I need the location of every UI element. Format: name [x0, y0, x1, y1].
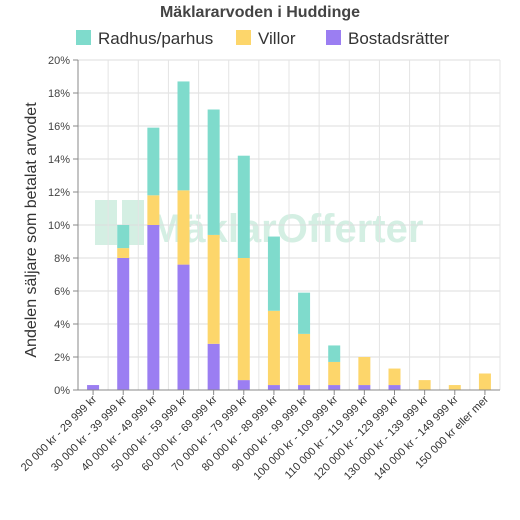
y-tick-label: 6%	[54, 286, 70, 298]
bars	[87, 81, 491, 390]
grid	[77, 59, 501, 391]
bar-radhus-parhus-5	[237, 155, 250, 258]
y-tick-label: 20%	[48, 55, 70, 67]
bar-villor-13	[478, 373, 491, 390]
watermark-logo-left	[95, 200, 117, 245]
bar-villor-4	[207, 234, 220, 344]
y-tick-label: 18%	[48, 88, 70, 100]
bar-bostadsr-tter-4	[207, 343, 220, 390]
bar-villor-9	[358, 357, 371, 386]
y-tick-label: 0%	[54, 385, 70, 397]
bar-radhus-parhus-8	[328, 345, 341, 362]
legend: Radhus/parhus Villor Bostadsrätter	[76, 29, 449, 48]
watermark-text: MäklarOfferter	[150, 207, 423, 251]
y-tick-label: 2%	[54, 352, 70, 364]
y-axis-label: Andelen säljare som betalat arvodet	[23, 102, 40, 358]
bar-villor-5	[237, 258, 250, 381]
legend-label: Radhus/parhus	[98, 29, 213, 48]
bar-villor-3	[177, 190, 190, 265]
bar-villor-12	[448, 385, 461, 390]
bar-bostadsr-tter-2	[147, 225, 160, 390]
chart-title: Mäklararvoden i Huddinge	[160, 4, 360, 21]
legend-label: Bostadsrätter	[348, 29, 449, 48]
bar-villor-8	[328, 361, 341, 386]
bar-villor-1	[117, 248, 130, 258]
bar-radhus-parhus-7	[298, 292, 311, 334]
legend-swatch	[326, 30, 341, 45]
bar-bostadsr-tter-0	[87, 385, 100, 390]
bar-bostadsr-tter-3	[177, 264, 190, 390]
y-tick-label: 14%	[48, 154, 70, 166]
y-tick-label: 4%	[54, 319, 70, 331]
bar-villor-6	[267, 310, 280, 386]
bar-villor-7	[298, 333, 311, 386]
bar-bostadsr-tter-6	[267, 385, 280, 390]
bar-bostadsr-tter-1	[117, 258, 130, 390]
bar-bostadsr-tter-7	[298, 385, 311, 390]
y-tick-label: 8%	[54, 253, 70, 265]
legend-swatch	[236, 30, 251, 45]
bar-radhus-parhus-3	[177, 81, 190, 191]
bar-bostadsr-tter-8	[328, 385, 341, 390]
bar-bostadsr-tter-5	[237, 380, 250, 390]
y-tick-label: 12%	[48, 187, 70, 199]
axes: 0%2%4%6%8%10%12%14%16%18%20%20 000 kr - …	[19, 55, 500, 483]
bar-radhus-parhus-6	[267, 236, 280, 311]
y-tick-label: 16%	[48, 121, 70, 133]
legend-label: Villor	[258, 29, 296, 48]
bar-villor-2	[147, 195, 160, 225]
bar-villor-11	[418, 380, 431, 390]
bar-bostadsr-tter-10	[388, 385, 401, 390]
legend-swatch	[76, 30, 91, 45]
bar-radhus-parhus-1	[117, 225, 130, 249]
bar-villor-10	[388, 368, 401, 386]
bar-radhus-parhus-2	[147, 127, 160, 196]
y-tick-label: 10%	[48, 220, 70, 232]
bar-bostadsr-tter-9	[358, 385, 371, 390]
bar-radhus-parhus-4	[207, 109, 220, 235]
watermark: MäklarOfferter	[95, 200, 423, 251]
